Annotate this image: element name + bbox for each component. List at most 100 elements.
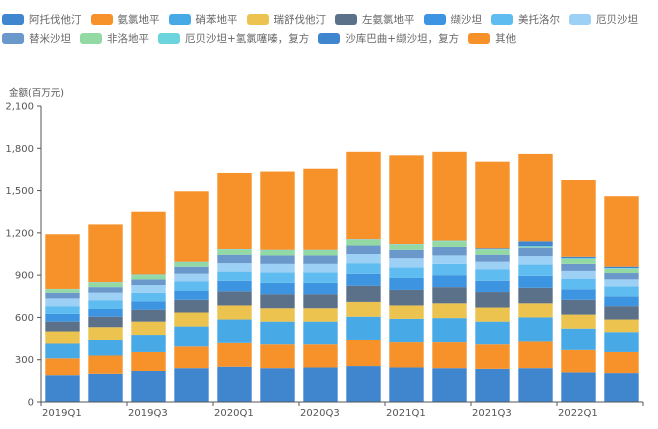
- bar-segment[interactable]: [518, 341, 553, 369]
- bar-segment[interactable]: [217, 271, 252, 281]
- bar-segment[interactable]: [303, 344, 338, 368]
- bar-segment[interactable]: [604, 266, 639, 269]
- bar-segment[interactable]: [174, 266, 209, 274]
- bar-stack-2020Q2[interactable]: [260, 171, 295, 402]
- bar-segment[interactable]: [217, 342, 252, 367]
- bar-segment[interactable]: [303, 282, 338, 295]
- bar-segment[interactable]: [217, 366, 252, 402]
- bar-segment[interactable]: [346, 285, 381, 302]
- bar-segment[interactable]: [45, 375, 80, 402]
- bar-segment[interactable]: [389, 244, 424, 250]
- bar-segment[interactable]: [475, 269, 510, 281]
- bar-segment[interactable]: [604, 296, 639, 307]
- bar-segment[interactable]: [475, 249, 510, 250]
- bar-segment[interactable]: [518, 153, 553, 242]
- bar-segment[interactable]: [518, 247, 553, 257]
- bar-segment[interactable]: [475, 249, 510, 255]
- bar-segment[interactable]: [561, 256, 596, 259]
- bar-segment[interactable]: [604, 306, 639, 320]
- bar-segment[interactable]: [432, 255, 467, 264]
- bar-segment[interactable]: [346, 245, 381, 254]
- bar-segment[interactable]: [88, 373, 123, 402]
- bar-segment[interactable]: [518, 287, 553, 304]
- bar-segment[interactable]: [432, 368, 467, 402]
- bar-segment[interactable]: [346, 316, 381, 340]
- bar-segment[interactable]: [260, 368, 295, 402]
- bar-segment[interactable]: [346, 263, 381, 274]
- legend-item[interactable]: 美托洛尔: [491, 12, 560, 27]
- bar-segment[interactable]: [45, 306, 80, 314]
- bar-segment[interactable]: [475, 307, 510, 322]
- bar-segment[interactable]: [260, 249, 295, 251]
- bar-segment[interactable]: [174, 326, 209, 347]
- bar-segment[interactable]: [389, 249, 424, 259]
- bar-segment[interactable]: [475, 254, 510, 262]
- bar-segment[interactable]: [561, 270, 596, 279]
- bar-stack-2022Q2[interactable]: [604, 196, 639, 402]
- bar-segment[interactable]: [45, 298, 80, 307]
- bar-segment[interactable]: [174, 299, 209, 313]
- bar-segment[interactable]: [518, 317, 553, 342]
- bar-segment[interactable]: [131, 292, 166, 302]
- bar-segment[interactable]: [45, 331, 80, 344]
- bar-segment[interactable]: [88, 308, 123, 317]
- bar-segment[interactable]: [303, 272, 338, 283]
- bar-segment[interactable]: [174, 290, 209, 300]
- bar-segment[interactable]: [561, 372, 596, 402]
- bar-segment[interactable]: [432, 287, 467, 304]
- bar-segment[interactable]: [303, 255, 338, 264]
- bar-segment[interactable]: [475, 248, 510, 250]
- legend-item[interactable]: 阿托伐他汀: [2, 12, 82, 27]
- legend-item[interactable]: 氨氯地平: [90, 12, 160, 27]
- bar-segment[interactable]: [45, 292, 80, 299]
- bar-segment[interactable]: [346, 366, 381, 402]
- bar-segment[interactable]: [88, 282, 123, 283]
- bar-segment[interactable]: [518, 246, 553, 248]
- bar-segment[interactable]: [303, 367, 338, 402]
- bar-segment[interactable]: [303, 321, 338, 345]
- bar-segment[interactable]: [174, 262, 209, 267]
- bar-segment[interactable]: [131, 274, 166, 276]
- bar-segment[interactable]: [604, 279, 639, 287]
- bar-segment[interactable]: [260, 344, 295, 369]
- bar-segment[interactable]: [217, 305, 252, 320]
- bar-segment[interactable]: [217, 249, 252, 255]
- bar-segment[interactable]: [432, 246, 467, 256]
- bar-stack-2021Q3[interactable]: [475, 161, 510, 402]
- bar-segment[interactable]: [88, 224, 123, 283]
- bar-segment[interactable]: [561, 299, 596, 315]
- bar-segment[interactable]: [303, 249, 338, 251]
- bar-segment[interactable]: [389, 367, 424, 402]
- bar-segment[interactable]: [346, 239, 381, 240]
- bar-stack-2020Q3[interactable]: [303, 168, 338, 402]
- legend-item[interactable]: 左氨氯地平: [335, 12, 415, 27]
- bar-segment[interactable]: [475, 344, 510, 369]
- bar-segment[interactable]: [518, 275, 553, 288]
- bar-segment[interactable]: [518, 241, 553, 247]
- bar-segment[interactable]: [303, 250, 338, 256]
- bar-segment[interactable]: [88, 355, 123, 374]
- bar-segment[interactable]: [389, 155, 424, 245]
- bar-segment[interactable]: [217, 263, 252, 272]
- bar-segment[interactable]: [88, 292, 123, 301]
- bar-segment[interactable]: [217, 249, 252, 250]
- bar-segment[interactable]: [131, 309, 166, 322]
- bar-segment[interactable]: [432, 240, 467, 242]
- bar-segment[interactable]: [217, 319, 252, 343]
- bar-segment[interactable]: [346, 339, 381, 367]
- bar-stack-2021Q1[interactable]: [389, 155, 424, 402]
- legend-item[interactable]: 沙库巴曲+缬沙坦，复方: [318, 31, 459, 46]
- bar-segment[interactable]: [174, 346, 209, 369]
- bar-segment[interactable]: [432, 275, 467, 288]
- bar-segment[interactable]: [432, 241, 467, 247]
- bar-segment[interactable]: [518, 246, 553, 247]
- bar-segment[interactable]: [475, 292, 510, 308]
- bar-segment[interactable]: [389, 244, 424, 245]
- bar-segment[interactable]: [174, 261, 209, 263]
- bar-segment[interactable]: [561, 180, 596, 257]
- bar-segment[interactable]: [475, 161, 510, 249]
- bar-segment[interactable]: [389, 289, 424, 306]
- bar-segment[interactable]: [131, 285, 166, 293]
- bar-segment[interactable]: [346, 151, 381, 240]
- bar-segment[interactable]: [346, 254, 381, 264]
